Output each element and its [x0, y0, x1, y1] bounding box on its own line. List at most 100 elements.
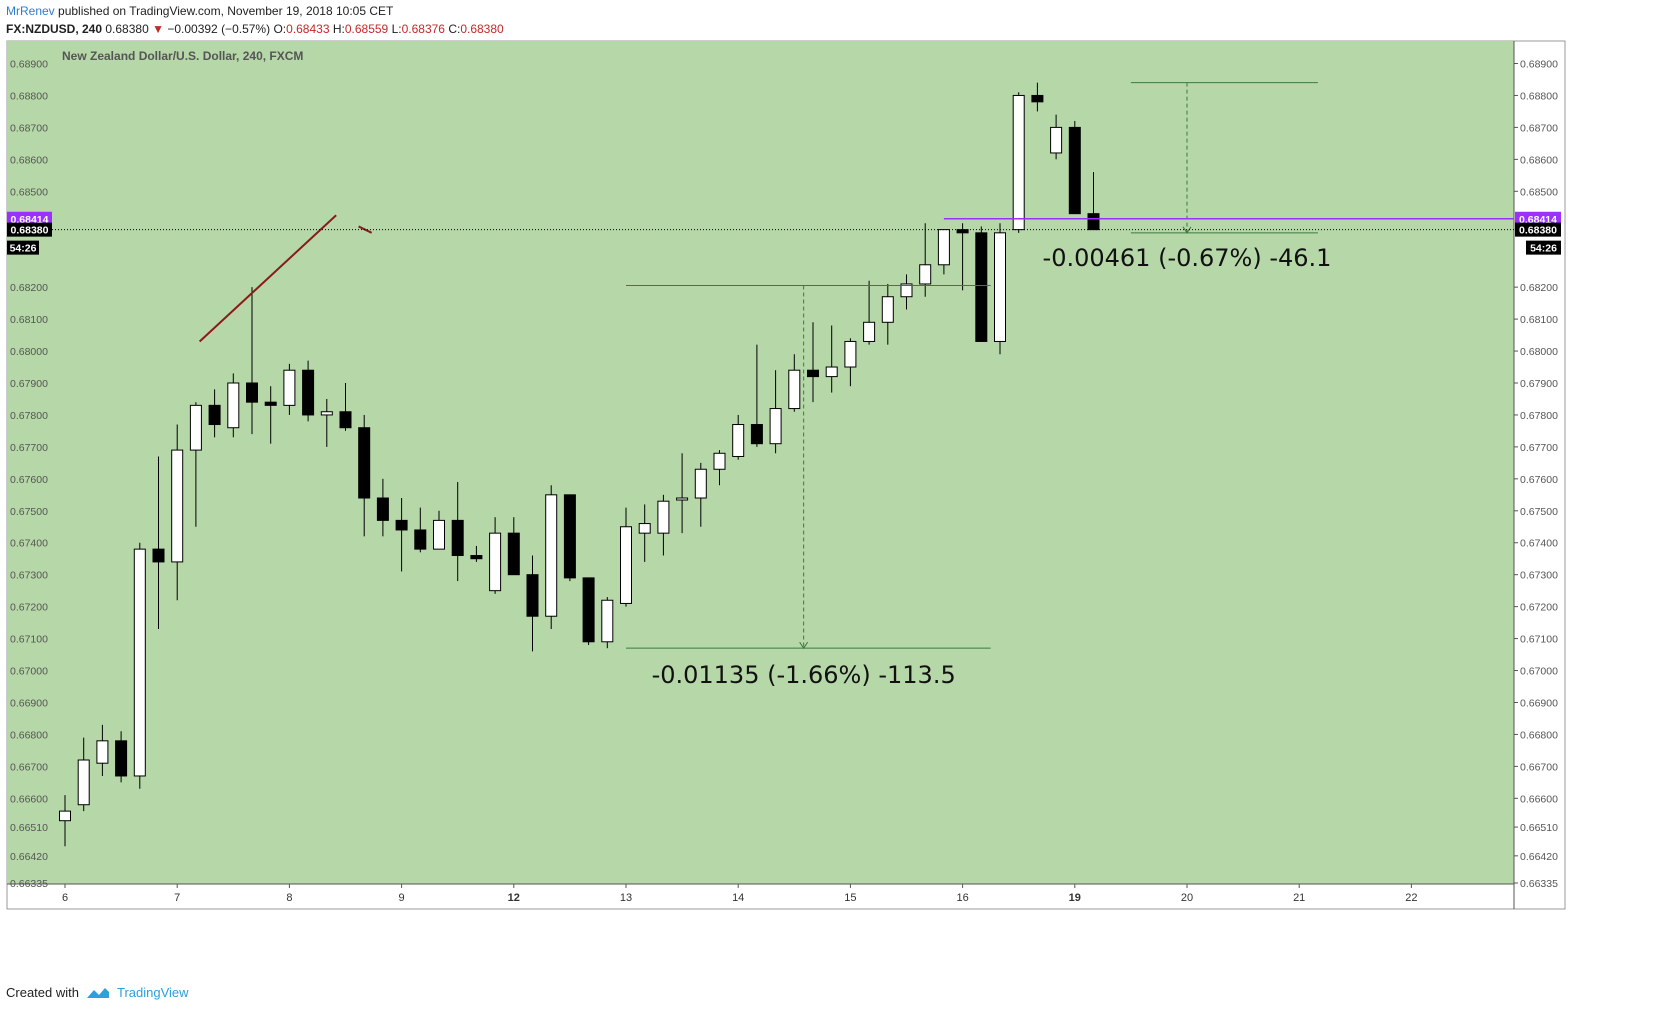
candle [994, 223, 1006, 355]
candle-body [750, 424, 763, 445]
level-tag-left-bg [7, 211, 52, 226]
candle [676, 453, 689, 534]
price-chart[interactable]: New Zealand Dollar/U.S. Dollar, 240, FXC… [0, 0, 1678, 975]
candle-body [320, 411, 333, 416]
y-tick-label-right: 0.68800 [1520, 90, 1558, 102]
candle [1068, 121, 1081, 215]
published-text: published on TradingView.com, November 1… [58, 4, 394, 18]
y-tick-label-right: 0.67100 [1520, 634, 1558, 646]
y-tick-label-left: 0.68100 [10, 314, 48, 326]
y-tick-label-right: 0.67700 [1520, 442, 1558, 454]
close-value: 0.68380 [460, 22, 504, 36]
x-tick-label: 12 [508, 892, 520, 904]
x-tick-label: 9 [399, 892, 405, 904]
candle [732, 414, 745, 460]
tradingview-logo-icon [86, 987, 109, 998]
y-tick-label-left: 0.67400 [10, 538, 48, 550]
candle-body [507, 532, 520, 576]
candle-body [713, 452, 726, 470]
candle-body [545, 494, 558, 617]
candle-body [844, 340, 857, 368]
tradingview-link[interactable]: TradingView [116, 985, 189, 1000]
candle [769, 370, 782, 454]
candle-body [694, 468, 707, 499]
candle-body [1012, 94, 1025, 231]
candle [283, 363, 296, 415]
y-tick-label-right: 0.68900 [1520, 59, 1558, 71]
y-tick-label-right: 0.67800 [1520, 410, 1558, 422]
y-tick-label-right: 0.67600 [1520, 474, 1558, 486]
candle-body [451, 519, 464, 557]
y-tick-label-left: 0.68000 [10, 346, 48, 358]
trendline [358, 225, 373, 234]
level-tag-right-bg [1515, 211, 1561, 226]
y-tick-label-left: 0.66335 [10, 878, 48, 890]
y-tick-label-right: 0.66700 [1520, 761, 1558, 773]
candle [788, 354, 801, 412]
y-tick-label-left: 0.66800 [10, 729, 48, 741]
close-label: C: [448, 22, 461, 36]
low-value: 0.68376 [401, 22, 445, 36]
y-tick-label-right: 0.67000 [1520, 666, 1558, 678]
candle [208, 389, 221, 438]
y-tick-label-left: 0.67000 [10, 666, 48, 678]
candle-body [264, 401, 277, 406]
candle [433, 510, 445, 550]
candle [115, 731, 128, 783]
candle [264, 386, 277, 444]
x-tick-label: 20 [1181, 892, 1193, 904]
candle [171, 424, 184, 601]
candle-body [433, 519, 445, 550]
candle [863, 280, 876, 345]
candle-body [489, 532, 502, 592]
candle-body [1050, 126, 1063, 154]
candle-body [769, 408, 782, 445]
candle-body [526, 574, 539, 617]
candle-body [919, 264, 932, 285]
low-label: L: [391, 22, 402, 36]
candle [451, 482, 464, 582]
candle [152, 456, 165, 630]
y-tick-label-left: 0.67600 [10, 474, 48, 486]
candle [1012, 92, 1025, 233]
candle [320, 398, 333, 447]
candle-body [975, 232, 988, 342]
symbol-label: FX:NZDUSD, 240 [6, 22, 103, 36]
author-link[interactable]: MrRenev [6, 4, 55, 18]
down-arrow-icon: ▼ [152, 22, 164, 36]
candle-body [283, 369, 296, 406]
candle-body [358, 427, 371, 499]
measure-label: -0.01135 (-1.66%) -113.5 [652, 661, 956, 689]
price-change: −0.00392 (−0.57%) [167, 22, 271, 36]
price-tag-right-bg [1515, 222, 1561, 237]
y-tick-label-left: 0.67800 [10, 410, 48, 422]
y-tick-label-right: 0.67500 [1520, 506, 1558, 518]
candle [919, 223, 932, 297]
chart-title: New Zealand Dollar/U.S. Dollar, 240, FXC… [62, 49, 303, 63]
x-tick-label: 16 [956, 892, 968, 904]
measure-arrow-icon [1182, 226, 1192, 234]
candle [750, 344, 763, 447]
candle-body [395, 519, 408, 531]
candle-body [900, 283, 913, 298]
candle [376, 478, 389, 537]
candle-body [788, 369, 801, 410]
candle-body [638, 523, 651, 534]
candle-body [732, 424, 745, 457]
trendline [198, 214, 337, 343]
y-tick-label-right: 0.66800 [1520, 729, 1558, 741]
candle [881, 283, 894, 345]
x-tick-label: 21 [1293, 892, 1305, 904]
y-tick-label-right: 0.66510 [1520, 822, 1558, 834]
candle-body [376, 497, 389, 521]
y-tick-label-left: 0.66900 [10, 697, 48, 709]
footer: Created with TradingView [6, 985, 189, 1000]
plot-background [7, 41, 1514, 884]
measurement-tool: -0.01135 (-1.66%) -113.5 [626, 285, 991, 689]
y-tick-label-left: 0.68700 [10, 122, 48, 134]
candle [620, 507, 632, 607]
price-tag-left-bg [7, 222, 52, 237]
y-tick-label-right: 0.68600 [1520, 154, 1558, 166]
candle-body [825, 366, 838, 378]
y-tick-label-right: 0.68700 [1520, 122, 1558, 134]
